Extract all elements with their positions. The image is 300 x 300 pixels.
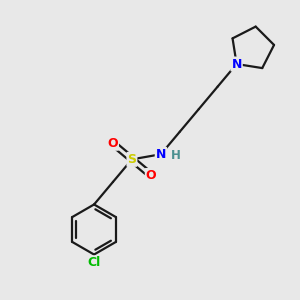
Text: N: N — [231, 58, 242, 70]
Text: S: S — [128, 153, 136, 166]
Text: H: H — [171, 149, 181, 162]
Text: N: N — [156, 148, 166, 161]
Text: O: O — [146, 169, 156, 182]
Text: O: O — [107, 137, 118, 150]
Text: Cl: Cl — [87, 256, 101, 269]
